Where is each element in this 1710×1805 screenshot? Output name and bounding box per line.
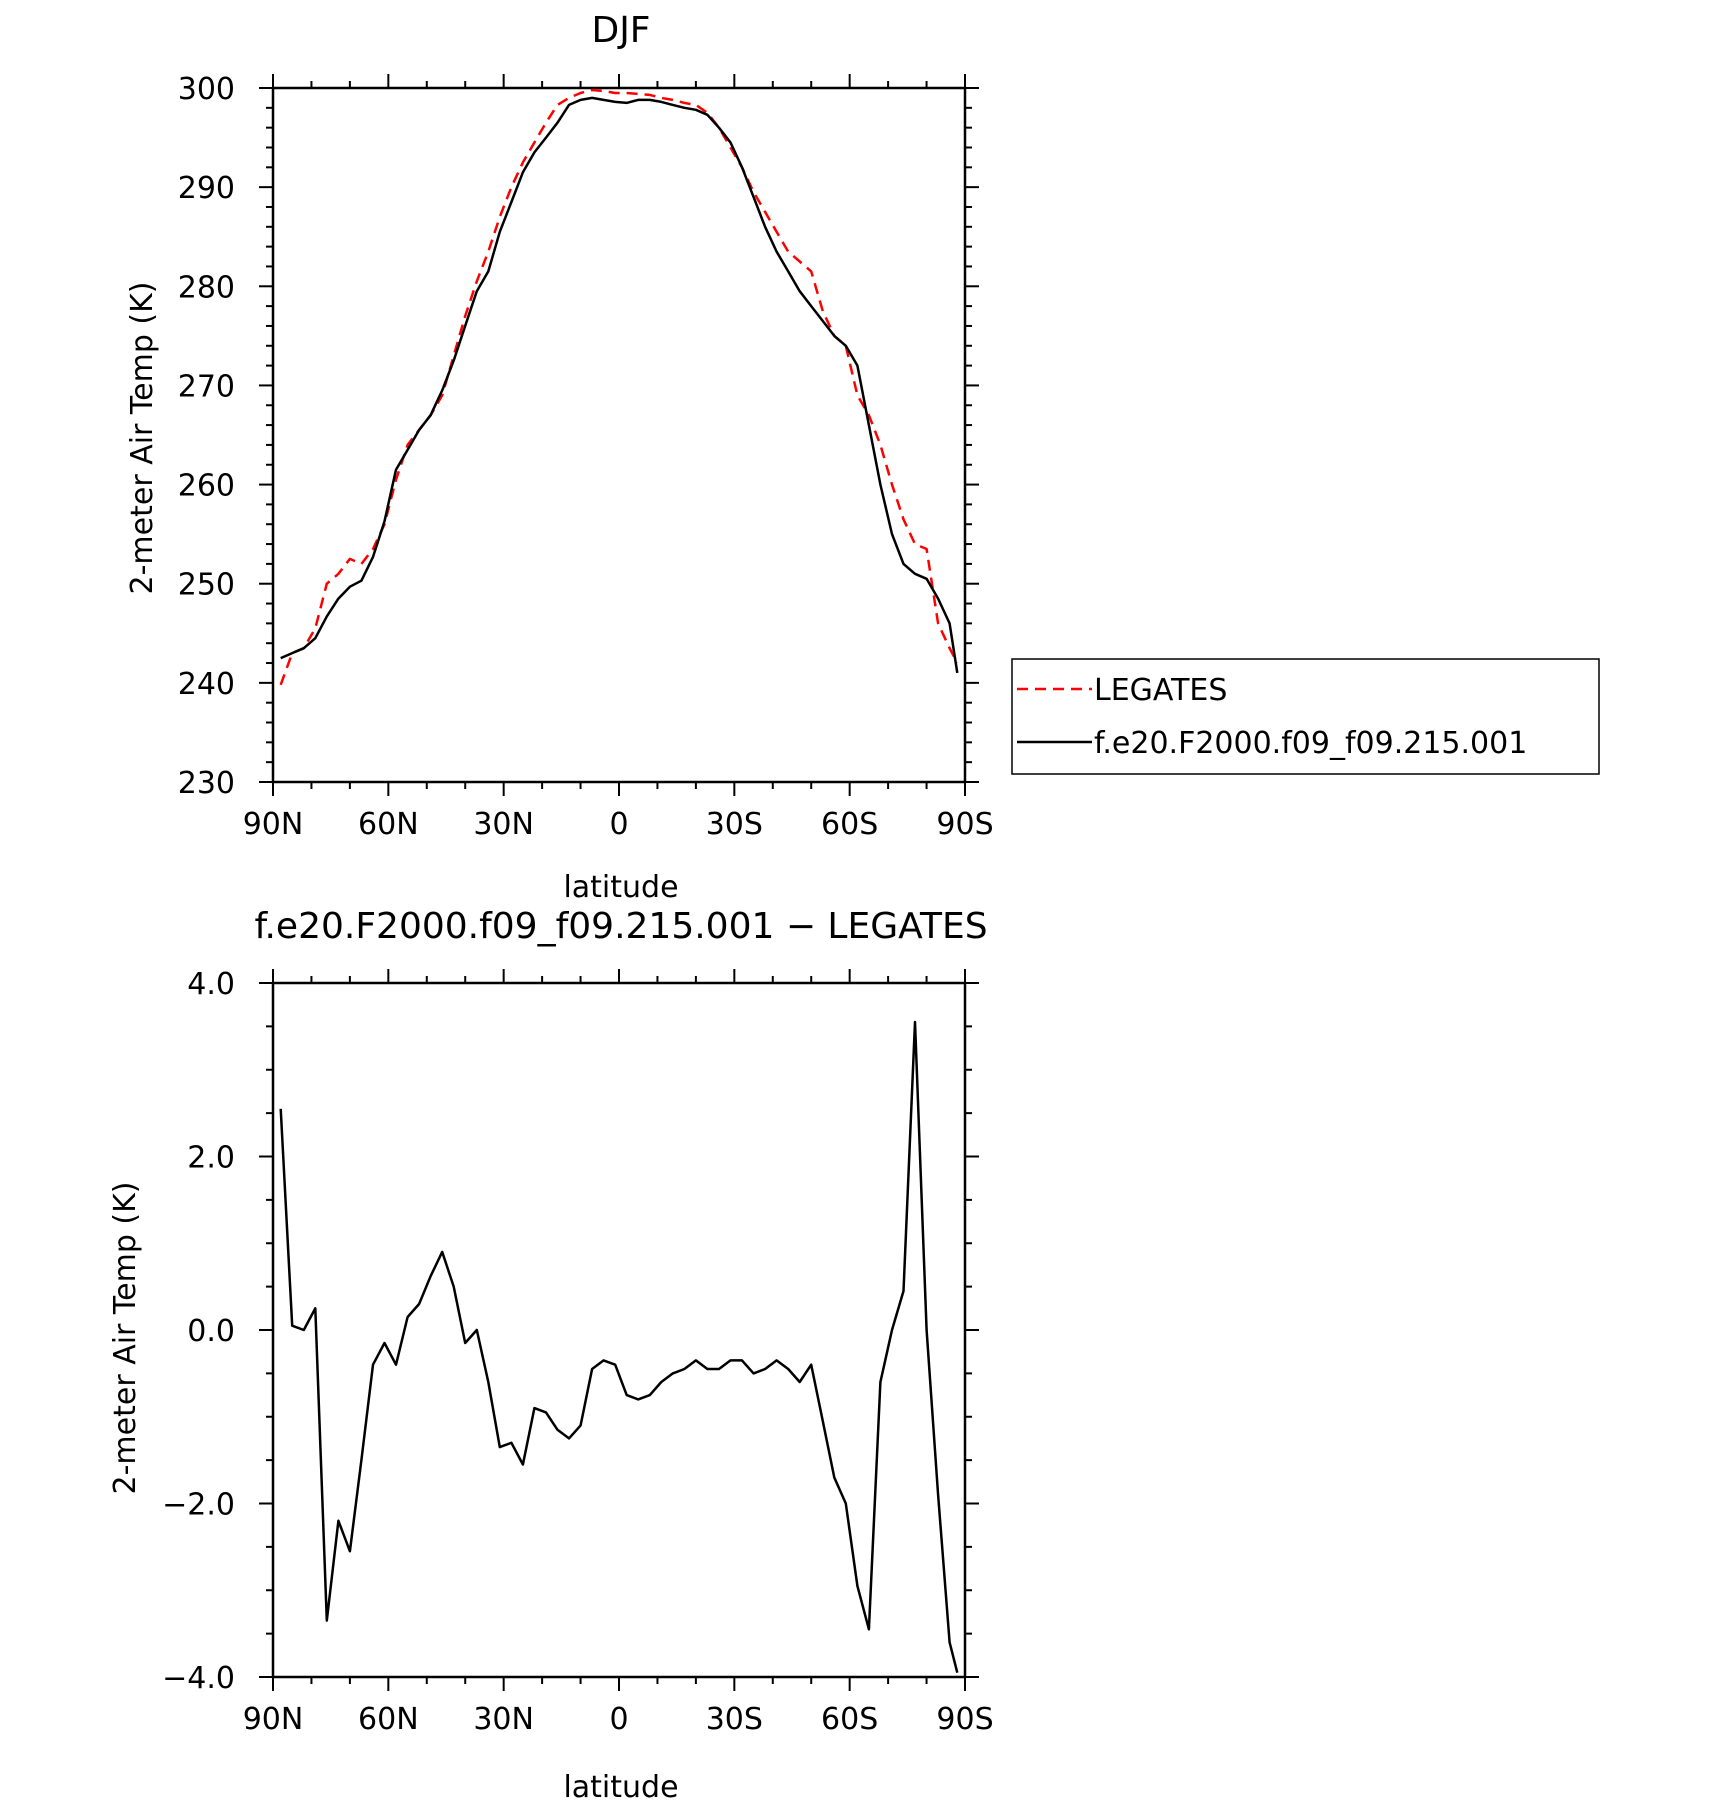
bottom-plot-area: 90N 60N 30N 0 30S 60S 90S −4.0 −2.0 0.0 2.0 4.0	[162, 967, 993, 1737]
top-plot-area: 90N 60N 30N 0 30S 60S 90S 230 240 250 260 270 280 290…	[178, 72, 994, 842]
x-tick-label: 90S	[936, 1702, 993, 1737]
y-tick-label: −4.0	[162, 1661, 235, 1696]
y-tick-label: 240	[178, 667, 235, 702]
plot-frame	[271, 86, 967, 784]
x-tick-label: 60S	[821, 807, 878, 842]
x-tick-label: 90N	[243, 1702, 304, 1737]
top-panel: DJF 90N 60N 30N 0 30S 60S 90S 230 240 250 260 270 28…	[125, 10, 994, 905]
y-tick-label: 270	[178, 369, 235, 404]
legend-label-legates: LEGATES	[1094, 673, 1227, 708]
x-tick-label: 60N	[358, 1702, 419, 1737]
y-tick-label: 2.0	[187, 1141, 235, 1176]
y-tick-label: 230	[178, 766, 235, 801]
x-tick-label: 30S	[706, 807, 763, 842]
x-tick-label: 60S	[821, 1702, 878, 1737]
y-tick-label: −2.0	[162, 1488, 235, 1523]
y-tick-label: 4.0	[187, 967, 235, 1002]
series-line-model	[280, 96, 959, 674]
top-y-axis-label: 2-meter Air Temp (K)	[125, 282, 160, 595]
top-chart-title: DJF	[591, 10, 650, 51]
x-tick-label: 60N	[358, 807, 419, 842]
bottom-y-axis-label: 2-meter Air Temp (K)	[108, 1182, 143, 1495]
y-tick-label: 250	[178, 568, 235, 603]
y-tick-label: 290	[178, 171, 235, 206]
series-line-legates	[279, 88, 959, 686]
x-tick-label: 30N	[473, 1702, 534, 1737]
y-tick-label: 260	[178, 469, 235, 504]
x-tick-label: 0	[609, 807, 628, 842]
legend-box	[1011, 658, 1600, 775]
legend-label-model: f.e20.F2000.f09_f09.215.001	[1094, 726, 1527, 761]
y-tick-label: 300	[178, 72, 235, 107]
plot-frame	[271, 981, 967, 1679]
x-tick-label: 30N	[473, 807, 534, 842]
x-tick-label: 30S	[706, 1702, 763, 1737]
bottom-panel: f.e20.F2000.f09_f09.215.001 − LEGATES 90…	[108, 906, 994, 1805]
y-tick-label: 0.0	[187, 1314, 235, 1349]
bottom-chart-title: f.e20.F2000.f09_f09.215.001 − LEGATES	[254, 906, 987, 947]
series-line-difference	[279, 1020, 959, 1674]
x-tick-label: 90S	[936, 807, 993, 842]
y-tick-label: 280	[178, 270, 235, 305]
top-x-axis-label: latitude	[563, 870, 678, 905]
x-tick-label: 90N	[243, 807, 304, 842]
x-tick-label: 0	[609, 1702, 628, 1737]
bottom-x-axis-label: latitude	[563, 1770, 678, 1805]
legend: LEGATES f.e20.F2000.f09_f09.215.001	[1011, 658, 1600, 775]
